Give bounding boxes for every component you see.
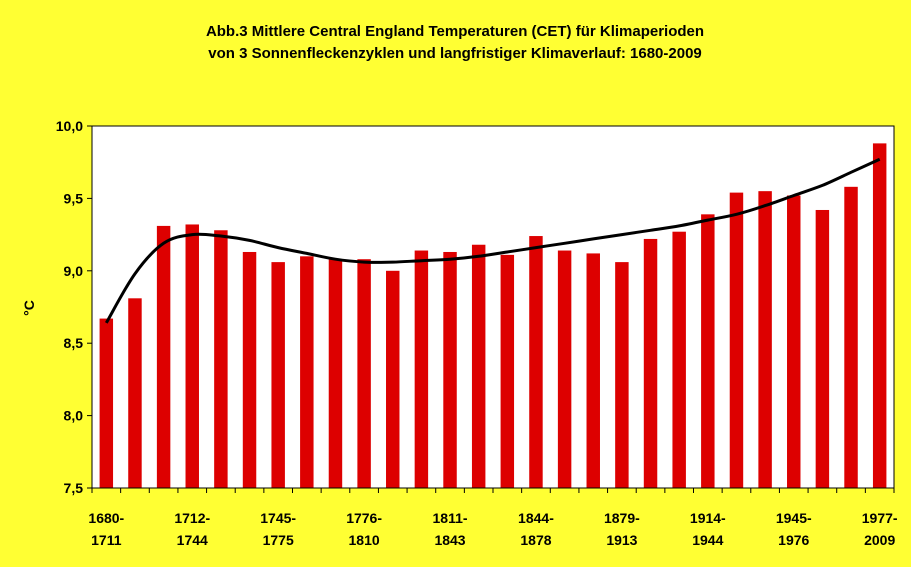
bar	[99, 318, 114, 488]
bar	[529, 236, 543, 488]
x-tick-label: 1776-1810	[346, 510, 382, 548]
bar	[414, 250, 429, 488]
bar	[242, 251, 257, 488]
bar	[586, 253, 600, 488]
bar	[615, 262, 629, 488]
x-tick-label: 1712-1744	[174, 510, 210, 548]
x-tick-label: 1945-1976	[776, 510, 812, 548]
x-tick-label: 1879-1913	[604, 510, 640, 548]
bars-group	[99, 143, 887, 489]
y-axis-title: °C	[21, 300, 37, 316]
y-tick-label: 8,0	[64, 408, 84, 424]
bar	[672, 231, 686, 488]
bar	[443, 251, 457, 488]
x-tick-label: 1811-1843	[433, 510, 468, 548]
bar	[185, 224, 199, 488]
bar	[156, 225, 171, 488]
bar	[328, 259, 343, 488]
x-tick-label: 1844-1878	[518, 510, 554, 548]
bar	[357, 259, 371, 488]
x-tick-label: 1914-1944	[690, 510, 726, 548]
y-tick-label: 10,0	[56, 118, 83, 134]
bar	[758, 191, 772, 488]
x-tick-label: 1977-2009	[862, 510, 898, 548]
bar	[872, 143, 887, 488]
bar	[500, 254, 515, 488]
bar	[471, 244, 486, 488]
bar	[214, 230, 228, 488]
y-tick-label: 9,5	[64, 190, 84, 206]
x-tick-label: 1680-1711	[88, 510, 124, 548]
bar	[643, 238, 658, 488]
bar	[815, 209, 830, 489]
y-tick-label: 7,5	[64, 480, 84, 496]
bar	[729, 192, 744, 489]
bar	[701, 214, 715, 488]
bar	[844, 186, 858, 488]
bar	[386, 270, 400, 488]
x-tick-label: 1745-1775	[260, 510, 296, 548]
y-tick-label: 9,0	[64, 263, 84, 279]
bar	[128, 298, 142, 488]
y-tick-label: 8,5	[64, 335, 84, 351]
plot-area	[91, 125, 895, 489]
chart-title: Abb.3 Mittlere Central England Temperatu…	[206, 23, 704, 40]
trend-line	[105, 157, 881, 324]
bar	[557, 250, 572, 488]
bar	[271, 262, 285, 488]
bar	[787, 195, 801, 488]
labels-group: 7,5 8,0 8,5 9,0 9,5 10,0 1680-1711 1712-1744 174…	[56, 118, 898, 548]
bar	[300, 256, 314, 488]
axes-group	[87, 125, 895, 493]
chart-subtitle: von 3 Sonnenfleckenzyklen und langfristi…	[208, 45, 702, 62]
